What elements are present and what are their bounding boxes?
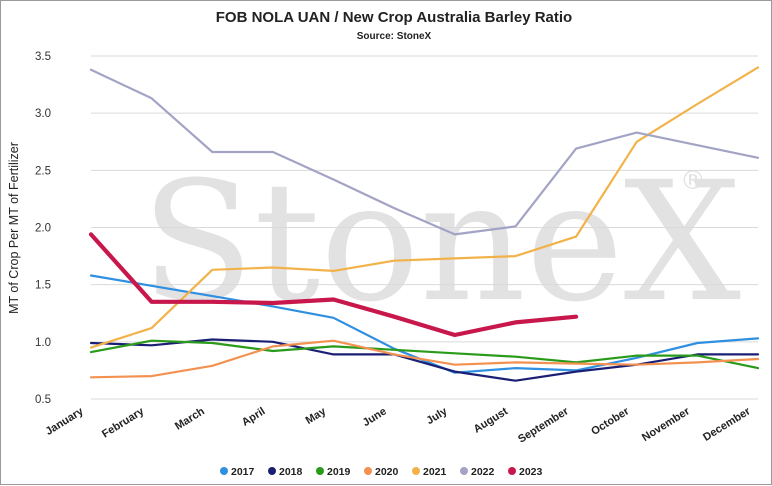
legend-item-2019[interactable]: 2019 [316, 466, 351, 478]
y-tick-label: 2.0 [35, 223, 51, 235]
y-tick-label: 3.5 [35, 51, 51, 63]
legend-marker [220, 467, 228, 475]
x-tick-label: February [100, 405, 147, 441]
x-axis-ticks: January February March April May June July Augu… [43, 405, 753, 446]
y-tick-label: 3.0 [35, 108, 51, 120]
legend-item-2017[interactable]: 2017 [220, 466, 255, 478]
watermark-text: StoneX [141, 146, 741, 338]
legend: 2017 2018 2019 2020 2021 2022 2023 [220, 466, 543, 478]
y-tick-label: 1.5 [35, 280, 51, 292]
x-tick-label: November [640, 405, 693, 444]
y-axis-label: MT of Crop Per MT of Fertilizer [7, 142, 21, 314]
legend-marker [316, 467, 324, 475]
x-tick-label: May [304, 405, 329, 427]
x-tick-label: June [361, 405, 389, 429]
legend-item-2023[interactable]: 2023 [508, 466, 543, 478]
legend-label: 2023 [519, 466, 543, 478]
legend-label: 2018 [279, 466, 303, 478]
legend-marker [268, 467, 276, 475]
legend-marker [460, 467, 468, 475]
legend-marker [364, 467, 372, 475]
x-tick-label: April [240, 405, 268, 428]
legend-item-2022[interactable]: 2022 [460, 466, 495, 478]
legend-label: 2021 [423, 466, 447, 478]
chart-subtitle: Source: StoneX [357, 31, 432, 42]
x-tick-label: March [173, 405, 207, 432]
y-tick-label: 0.5 [35, 394, 51, 406]
legend-marker [412, 467, 420, 475]
legend-label: 2020 [375, 466, 399, 478]
legend-marker [508, 467, 516, 475]
y-tick-label: 2.5 [35, 165, 51, 177]
legend-label: 2019 [327, 466, 351, 478]
legend-label: 2017 [231, 466, 255, 478]
legend-label: 2022 [471, 466, 495, 478]
x-tick-label: September [516, 405, 571, 446]
x-tick-label: January [43, 405, 86, 438]
grid-lines [91, 56, 758, 399]
series-line-2020 [91, 341, 758, 378]
x-tick-label: October [589, 405, 632, 438]
legend-item-2021[interactable]: 2021 [412, 466, 447, 478]
y-axis-ticks: 0.5 1.0 1.5 2.0 2.5 3.0 3.5 [35, 51, 51, 406]
legend-item-2018[interactable]: 2018 [268, 466, 303, 478]
x-tick-label: December [701, 405, 753, 444]
chart-title: FOB NOLA UAN / New Crop Australia Barley… [216, 9, 572, 26]
x-tick-label: August [472, 405, 511, 435]
x-tick-label: July [424, 405, 450, 427]
legend-item-2020[interactable]: 2020 [364, 466, 399, 478]
y-tick-label: 1.0 [35, 337, 51, 349]
